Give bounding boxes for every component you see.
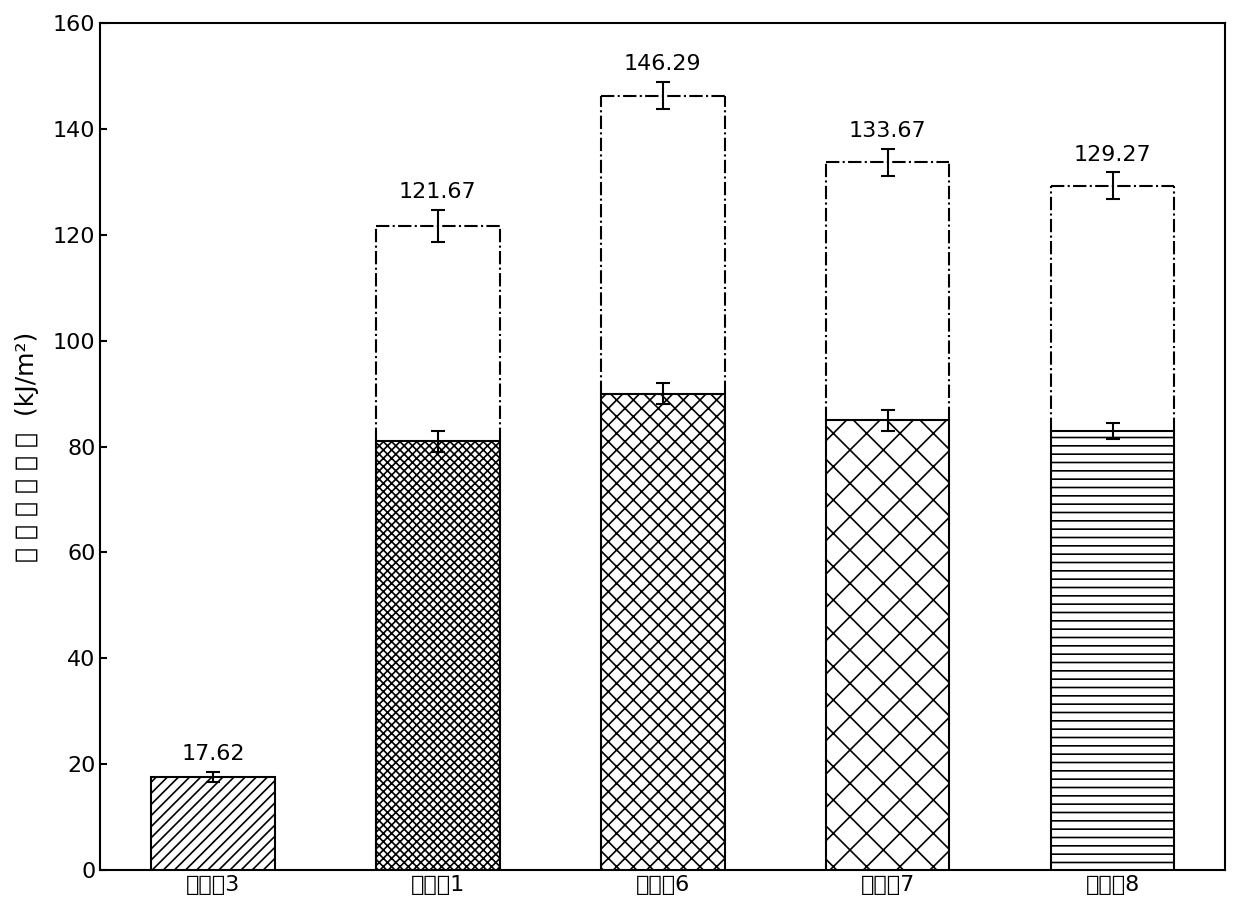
Y-axis label: 缺 口 冲 击 强 度  (kJ/m²): 缺 口 冲 击 强 度 (kJ/m²) [15,331,38,561]
Bar [1050,430,1174,870]
Text: 146.29: 146.29 [624,55,702,75]
Text: 121.67: 121.67 [399,182,476,202]
Bar [376,441,500,870]
Text: 17.62: 17.62 [181,743,244,763]
Bar [826,420,950,870]
Bar [601,394,724,870]
Text: 133.67: 133.67 [849,121,926,141]
Bar [151,777,275,870]
Text: 129.27: 129.27 [1074,145,1152,165]
